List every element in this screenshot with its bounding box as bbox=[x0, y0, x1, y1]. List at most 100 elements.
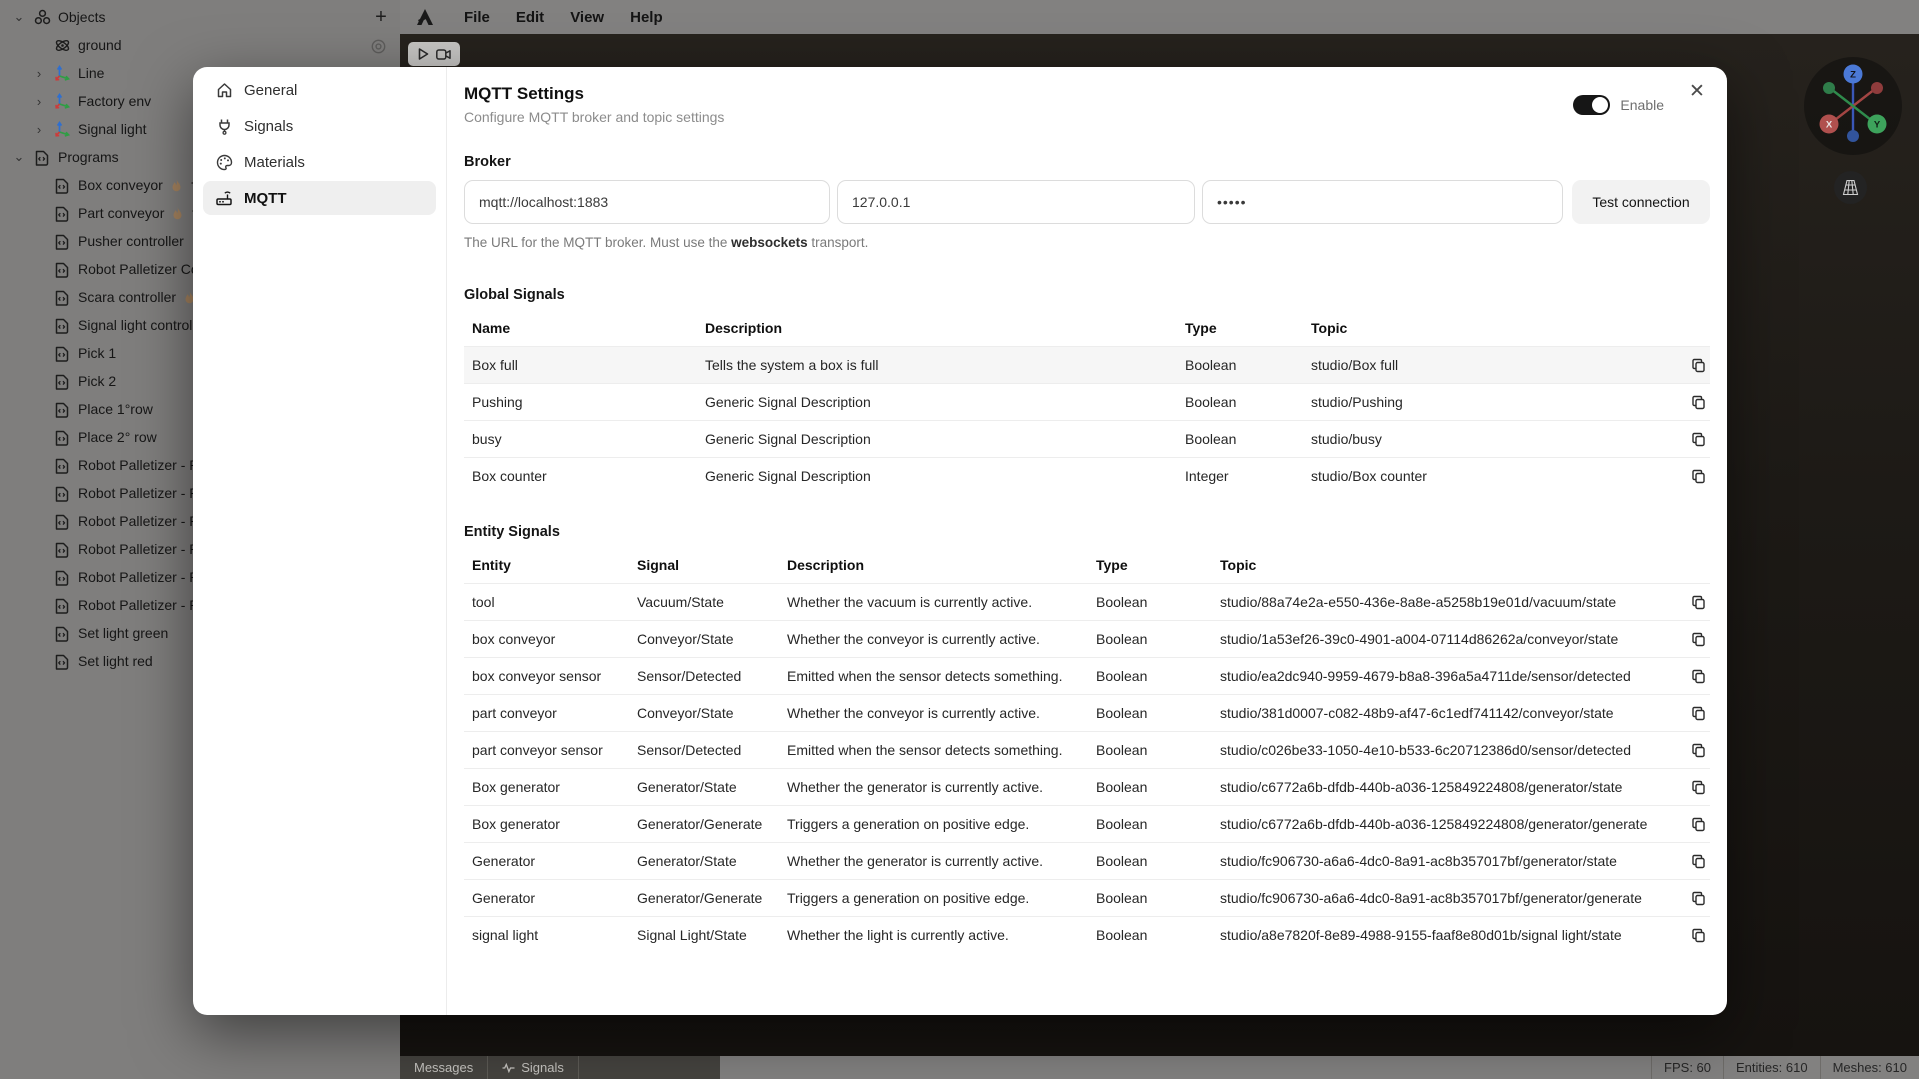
tree-item[interactable]: Set light red bbox=[0, 647, 400, 675]
column-header: Type bbox=[1185, 320, 1217, 336]
console-tabs: Messages Signals bbox=[400, 1056, 720, 1079]
chevron-icon[interactable]: › bbox=[36, 65, 42, 81]
record-camera-icon[interactable] bbox=[435, 48, 451, 60]
chevron-icon[interactable]: › bbox=[36, 121, 42, 137]
tree-item[interactable]: Set light green bbox=[0, 619, 400, 647]
signal-description: Triggers a generation on positive edge. bbox=[787, 816, 1030, 832]
settings-nav-item[interactable]: General bbox=[203, 73, 436, 107]
table-row[interactable]: signal light Signal Light/State Whether … bbox=[464, 916, 1710, 953]
tree-item[interactable]: Signal light controll bbox=[0, 311, 400, 339]
copy-icon[interactable] bbox=[1686, 390, 1710, 414]
tree-item[interactable]: › Signal light bbox=[0, 115, 400, 143]
visibility-eye-icon[interactable] bbox=[369, 37, 389, 57]
tree-item-icon bbox=[53, 316, 71, 334]
table-row[interactable]: Box generator Generator/State Whether th… bbox=[464, 768, 1710, 805]
menu-item[interactable]: View bbox=[570, 8, 605, 26]
table-row[interactable]: tool Vacuum/State Whether the vacuum is … bbox=[464, 583, 1710, 620]
entity-name: signal light bbox=[472, 927, 539, 943]
broker-host-input[interactable] bbox=[837, 180, 1195, 224]
entity-name: Generator bbox=[472, 890, 536, 906]
column-header: Signal bbox=[637, 557, 680, 573]
copy-icon[interactable] bbox=[1686, 427, 1710, 451]
tree-item[interactable]: ⌄ Objects bbox=[0, 3, 400, 31]
tree-item[interactable]: Robot Palletizer - Pi bbox=[0, 563, 400, 591]
broker-password-input[interactable] bbox=[1202, 180, 1563, 224]
tree-item[interactable]: Pick 1 bbox=[0, 339, 400, 367]
signal-type: Boolean bbox=[1185, 357, 1237, 373]
tree-item[interactable]: › Line bbox=[0, 59, 400, 87]
tree-item-icon bbox=[53, 232, 71, 250]
copy-icon[interactable] bbox=[1686, 627, 1710, 651]
tree-item[interactable]: Robot Palletizer - Pa bbox=[0, 479, 400, 507]
copy-icon[interactable] bbox=[1686, 849, 1710, 873]
copy-icon[interactable] bbox=[1686, 464, 1710, 488]
chevron-icon[interactable]: ⌄ bbox=[13, 9, 25, 24]
settings-nav-item[interactable]: Materials bbox=[203, 145, 436, 179]
copy-icon[interactable] bbox=[1686, 738, 1710, 762]
copy-icon[interactable] bbox=[1686, 590, 1710, 614]
copy-icon[interactable] bbox=[1686, 353, 1710, 377]
table-row[interactable]: Generator Generator/State Whether the ge… bbox=[464, 842, 1710, 879]
tree-item[interactable]: Robot Palletizer - Pa bbox=[0, 451, 400, 479]
settings-nav-icon bbox=[215, 81, 233, 99]
add-object-button[interactable]: + bbox=[375, 6, 387, 28]
settings-nav-label: MQTT bbox=[244, 189, 287, 207]
close-icon[interactable]: ✕ bbox=[1689, 81, 1705, 102]
tree-item[interactable]: Place 2° row bbox=[0, 423, 400, 451]
table-row[interactable]: Generator Generator/Generate Triggers a … bbox=[464, 879, 1710, 916]
signal-topic: studio/1a53ef26-39c0-4901-a004-07114d862… bbox=[1220, 631, 1619, 647]
table-row[interactable]: box conveyor Conveyor/State Whether the … bbox=[464, 620, 1710, 657]
copy-icon[interactable] bbox=[1686, 775, 1710, 799]
transform-axes-icon bbox=[54, 64, 70, 81]
viewport-toolbar bbox=[408, 42, 460, 66]
menu-item[interactable]: Help bbox=[630, 8, 663, 26]
tree-item-icon bbox=[53, 624, 71, 642]
settings-nav-item[interactable]: Signals bbox=[203, 109, 436, 143]
broker-url-input[interactable] bbox=[464, 180, 830, 224]
global-signals-heading: Global Signals bbox=[464, 287, 565, 303]
tree-item[interactable]: Robot Palletizer Con bbox=[0, 255, 400, 283]
table-row[interactable]: busy Generic Signal Description Boolean … bbox=[464, 420, 1710, 457]
signal-description: Whether the generator is currently activ… bbox=[787, 853, 1044, 869]
tree-item[interactable]: Robot Palletizer - Pl bbox=[0, 591, 400, 619]
projection-grid-button[interactable] bbox=[1834, 171, 1867, 204]
signal-description: Whether the vacuum is currently active. bbox=[787, 594, 1033, 610]
enable-toggle[interactable] bbox=[1573, 95, 1611, 115]
tree-item[interactable]: Robot Palletizer - Pa bbox=[0, 507, 400, 535]
tree-item[interactable]: Place 1°row bbox=[0, 395, 400, 423]
tree-item[interactable]: Scara controller bbox=[0, 283, 400, 311]
copy-icon[interactable] bbox=[1686, 701, 1710, 725]
signal-topic: studio/88a74e2a-e550-436e-8a8e-a5258b19e… bbox=[1220, 594, 1617, 610]
table-row[interactable]: Box generator Generator/Generate Trigger… bbox=[464, 805, 1710, 842]
table-row[interactable]: Box counter Generic Signal Description I… bbox=[464, 457, 1710, 494]
tree-item[interactable]: ground bbox=[0, 31, 400, 59]
chevron-icon[interactable]: › bbox=[36, 93, 42, 109]
table-row[interactable]: part conveyor Conveyor/State Whether the… bbox=[464, 694, 1710, 731]
table-row[interactable]: Box full Tells the system a box is full … bbox=[464, 346, 1710, 383]
menu-item[interactable]: Edit bbox=[515, 8, 545, 26]
tree-item[interactable]: Robot Palletizer - Pa bbox=[0, 535, 400, 563]
settings-nav-item[interactable]: MQTT bbox=[203, 181, 436, 215]
play-icon[interactable] bbox=[418, 48, 429, 60]
tree-item[interactable]: › Factory env bbox=[0, 87, 400, 115]
copy-icon[interactable] bbox=[1686, 923, 1710, 947]
tree-item[interactable]: ⌄ Programs bbox=[0, 143, 400, 171]
entity-name: part conveyor bbox=[472, 705, 557, 721]
orientation-gizmo[interactable]: Z X Y bbox=[1798, 56, 1910, 206]
copy-icon[interactable] bbox=[1686, 664, 1710, 688]
menu-item[interactable]: File bbox=[464, 8, 490, 26]
test-connection-button[interactable]: Test connection bbox=[1572, 180, 1710, 224]
table-row[interactable]: box conveyor sensor Sensor/Detected Emit… bbox=[464, 657, 1710, 694]
tree-item[interactable]: Pick 2 bbox=[0, 367, 400, 395]
entity-name: part conveyor sensor bbox=[472, 742, 603, 758]
copy-icon[interactable] bbox=[1686, 812, 1710, 836]
entity-signals-heading: Entity Signals bbox=[464, 524, 560, 540]
console-tab[interactable]: Signals bbox=[488, 1056, 579, 1079]
chevron-icon[interactable]: ⌄ bbox=[13, 149, 25, 164]
console-tab[interactable]: Messages bbox=[400, 1056, 489, 1079]
tree-item-label: Robot Palletizer - Pi bbox=[78, 569, 202, 585]
column-header: Entity bbox=[472, 557, 511, 573]
table-row[interactable]: part conveyor sensor Sensor/Detected Emi… bbox=[464, 731, 1710, 768]
copy-icon[interactable] bbox=[1686, 886, 1710, 910]
table-row[interactable]: Pushing Generic Signal Description Boole… bbox=[464, 383, 1710, 420]
